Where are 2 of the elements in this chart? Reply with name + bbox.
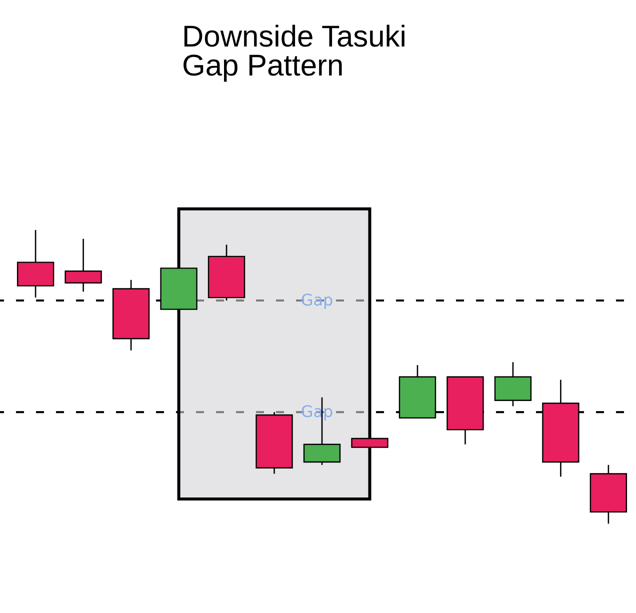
chart-title: Downside Tasuki Gap Pattern	[182, 20, 406, 82]
ref-line-label: Gap	[300, 290, 334, 310]
